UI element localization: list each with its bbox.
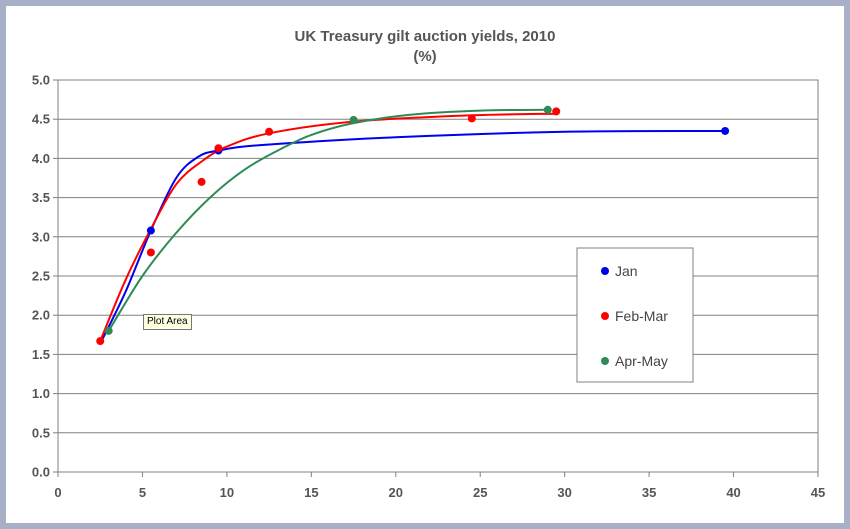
data-points [96, 105, 730, 346]
y-tick-label: 3.0 [32, 229, 50, 244]
legend-label-jan: Jan [615, 263, 638, 279]
x-tick-label: 20 [389, 485, 403, 500]
y-tick-label: 0.0 [32, 465, 50, 480]
x-tick-label: 30 [557, 485, 571, 500]
plot-area-tooltip: Plot Area [143, 314, 192, 330]
chart-subtitle: (%) [413, 48, 436, 65]
x-tick-label: 0 [54, 485, 61, 500]
legend-label-feb-mar: Feb-Mar [615, 308, 668, 324]
y-tick-label: 1.5 [32, 347, 50, 362]
y-tick-label: 5.0 [32, 73, 50, 88]
point-jan[interactable] [146, 226, 155, 235]
x-tick-label: 25 [473, 485, 487, 500]
axes: 0.0 0.5 1.0 1.5 2.0 2.5 3.0 3.5 4.0 4.5 5.0 0 5 10 15 2… [32, 73, 825, 501]
x-tick-label: 10 [220, 485, 234, 500]
x-tick-label: 40 [726, 485, 740, 500]
point-feb-mar[interactable] [146, 248, 155, 257]
y-tick-label: 0.5 [32, 425, 50, 440]
point-feb-mar[interactable] [96, 337, 105, 346]
y-tick-label: 2.0 [32, 308, 50, 323]
chart-title: UK Treasury gilt auction yields, 2010 [295, 28, 556, 45]
legend-marker-jan [601, 267, 609, 275]
trendline-apr-may [107, 108, 548, 332]
point-apr-may[interactable] [543, 105, 552, 114]
point-apr-may[interactable] [349, 115, 358, 124]
legend-marker-apr-may [601, 357, 609, 365]
x-tick-label: 35 [642, 485, 656, 500]
legend-marker-feb-mar [601, 312, 609, 320]
point-apr-may[interactable] [104, 326, 113, 335]
y-tick-label: 2.5 [32, 269, 50, 284]
point-feb-mar[interactable] [265, 127, 274, 136]
point-feb-mar[interactable] [467, 114, 476, 123]
y-tick-label: 3.5 [32, 190, 50, 205]
point-feb-mar[interactable] [197, 177, 206, 186]
x-tick-label: 45 [811, 485, 825, 500]
legend[interactable]: Jan Feb-Mar Apr-May [576, 247, 694, 383]
y-tick-label: 1.0 [32, 386, 50, 401]
point-feb-mar[interactable] [552, 107, 561, 116]
point-jan[interactable] [721, 126, 730, 135]
legend-label-apr-may: Apr-May [615, 353, 668, 369]
legend-box [576, 247, 694, 383]
x-tick-label: 5 [139, 485, 146, 500]
point-feb-mar[interactable] [214, 144, 223, 153]
x-tick-label: 15 [304, 485, 318, 500]
y-tick-label: 4.5 [32, 112, 50, 127]
y-tick-label: 4.0 [32, 151, 50, 166]
trendline-feb-mar [99, 112, 557, 342]
